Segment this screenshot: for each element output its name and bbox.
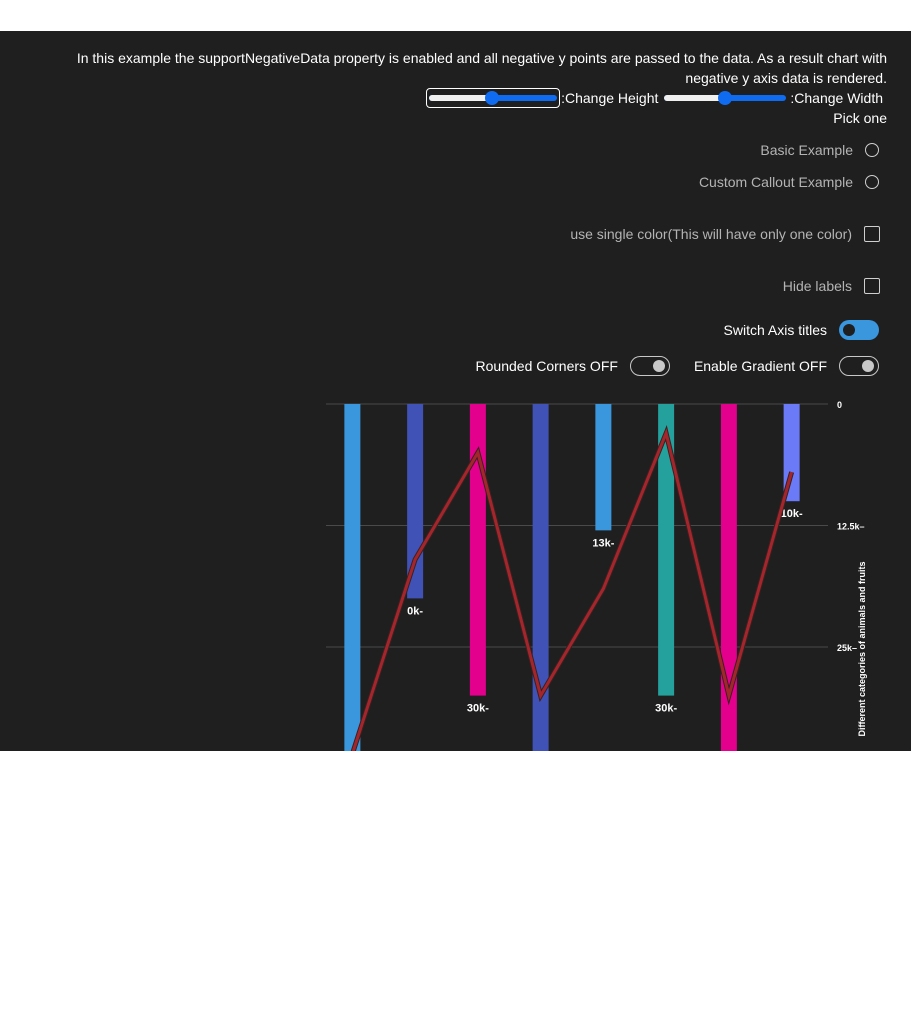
radio-custom-callout[interactable]: Custom Callout Example [699, 174, 879, 190]
bar-data-label: 10k- [781, 508, 803, 520]
hide-labels-label: Hide labels [782, 278, 852, 294]
radio-basic-example[interactable]: Basic Example [760, 142, 879, 158]
radio-custom-callout-label: Custom Callout Example [698, 174, 853, 190]
single-color-checkbox[interactable] [864, 226, 880, 242]
example-description: In this example the supportNegativeData … [76, 50, 887, 86]
y-tick-label: 0 [837, 400, 842, 410]
gradient-toggle-row[interactable]: Enable Gradient OFF [694, 356, 879, 376]
hide-labels-checkbox-row[interactable]: Hide labels [783, 278, 880, 294]
bar-data-label: 0k- [407, 605, 423, 617]
corner-gradient-toggles: Rounded Corners OFF Enable Gradient OFF [476, 356, 879, 376]
bar [658, 404, 675, 696]
vertical-bar-chart: 0 12.5k– 25k– 0k- 30k- 13k- 30k- 10k- Different … [326, 400, 867, 751]
bar [720, 404, 737, 751]
axis-titles-toggle-row[interactable]: Switch Axis titles [724, 320, 879, 340]
single-color-label: use single color(This will have only one… [570, 226, 852, 242]
y-tick-label: 12.5k– [837, 522, 865, 532]
bar-data-label: 30k- [467, 703, 489, 715]
gradient-label: Enable Gradient OFF [693, 358, 827, 374]
bar [532, 404, 549, 751]
chart-example-panel: In this example the supportNegativeData … [0, 31, 911, 751]
rounded-corners-toggle-row[interactable]: Rounded Corners OFF [476, 356, 670, 376]
size-sliders: :Change Height :Change Width [426, 88, 887, 108]
rounded-corners-label: Rounded Corners OFF [475, 358, 618, 374]
bar [595, 404, 612, 531]
pick-one-label: Pick one [833, 110, 887, 126]
radio-basic-example-circle[interactable] [865, 143, 879, 157]
single-color-checkbox-row[interactable]: use single color(This will have only one… [570, 226, 880, 242]
y-axis-title: Different categories of animals and frui… [857, 561, 867, 736]
bar-data-label: 30k- [655, 703, 677, 715]
hide-labels-checkbox[interactable] [864, 278, 880, 294]
width-slider[interactable] [662, 89, 788, 107]
width-slider-label: :Change Width [790, 90, 883, 106]
height-slider-label: :Change Height [561, 90, 659, 106]
bar-data-label: 13k- [592, 537, 614, 549]
axis-titles-toggle[interactable] [839, 320, 879, 340]
line-series [351, 428, 794, 751]
bar [344, 404, 361, 751]
radio-custom-callout-circle[interactable] [865, 175, 879, 189]
radio-basic-example-label: Basic Example [760, 142, 853, 158]
height-slider[interactable] [426, 88, 561, 108]
y-tick-label: 25k– [837, 643, 857, 653]
rounded-corners-toggle[interactable] [629, 356, 670, 376]
gradient-toggle[interactable] [839, 356, 879, 376]
axis-titles-label: Switch Axis titles [723, 322, 827, 338]
bar [783, 404, 800, 502]
